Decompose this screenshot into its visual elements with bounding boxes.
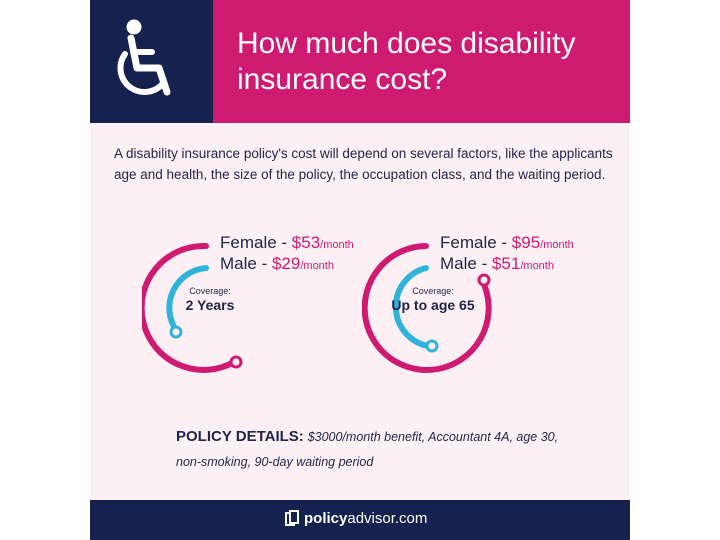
brand-link[interactable]: policyadvisor.com [304,510,428,527]
icon-box [90,0,213,123]
male-arc-end [169,325,183,339]
female-price-1: Female - $53/month [220,233,354,252]
intro-text: A disability insurance policy's cost wil… [114,146,613,182]
female-arc-end [477,273,491,287]
male-arc-end [425,339,439,353]
page-title: How much does disability insurance cost? [237,27,576,96]
policy-details-text: $3000/month benefit, Accountant 4A, age … [176,430,559,469]
female-price-2: Female - $95/month [440,233,574,252]
infographic-card: How much does disability insurance cost?… [90,0,630,540]
coverage-gauge-2 [362,243,492,373]
header-banner: How much does disability insurance cost? [90,0,630,123]
male-arc [392,265,431,349]
footer-bar: policyadvisor.com [90,500,630,540]
female-arc [362,243,492,373]
female-arc [142,242,237,373]
policy-details: POLICY DETAILS: $3000/month benefit, Acc… [176,424,576,474]
male-price-1: Male - $29/month [220,254,334,273]
policyadvisor-logo-icon [285,510,299,526]
male-arc [166,265,209,333]
coverage-2: Coverage: Up to age 65 [391,286,475,313]
policy-details-label: POLICY DETAILS: [176,428,304,445]
coverage-1: Coverage: 2 Years [185,286,235,313]
coverage-gauge-1 [142,242,243,373]
female-arc-end [229,355,243,369]
wheelchair-icon [117,19,171,96]
male-price-2: Male - $51/month [440,254,554,273]
